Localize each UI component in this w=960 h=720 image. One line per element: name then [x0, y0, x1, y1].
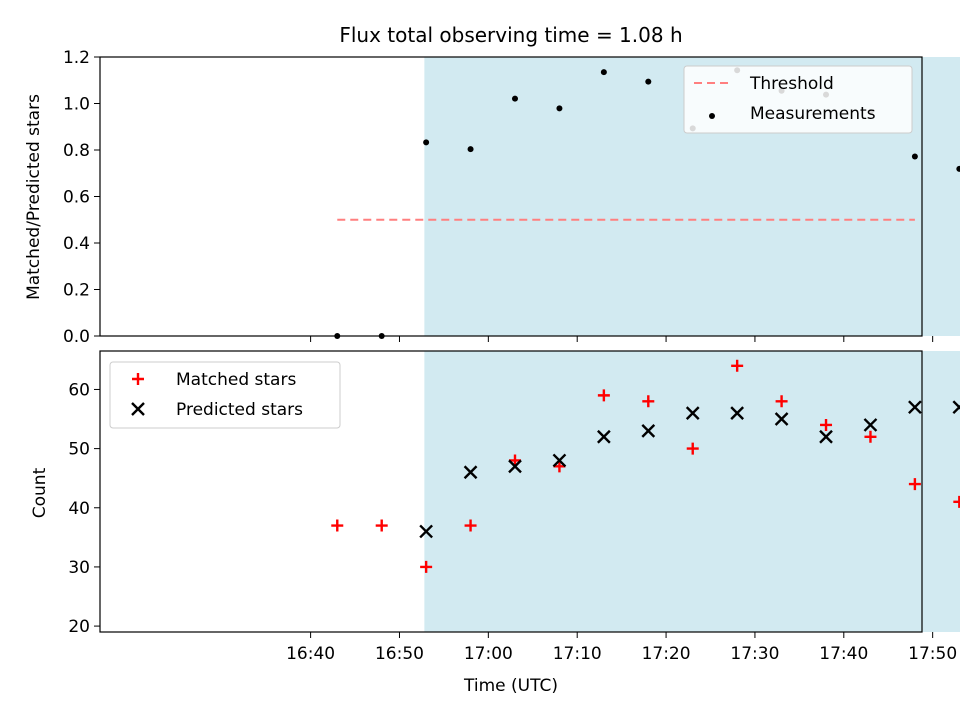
predicted-stars-point [685, 406, 700, 420]
y-tick-label: 0.4 [63, 234, 90, 254]
y-tick-label: 40 [68, 499, 90, 519]
legend-label: Matched stars [176, 370, 296, 390]
y-tick-label: 0.6 [63, 188, 90, 208]
matched-stars-point [420, 560, 433, 573]
bottom-panel: 20 30 40 50 60 16:40 16:50 17:00 17:10 17:20 17:30… [68, 350, 960, 664]
y-tick-label: 60 [68, 380, 90, 400]
predicted-stars-point [730, 406, 745, 420]
matched-stars-point [597, 389, 610, 402]
predicted-stars-point [641, 424, 656, 438]
matched-stars-point [908, 478, 921, 491]
predicted-stars-point [952, 400, 960, 415]
y-tick-label: 0.8 [63, 141, 90, 161]
observing-window-span [424, 351, 960, 632]
predicted-stars-point [508, 459, 522, 474]
matched-stars-point [642, 395, 655, 408]
plot-frame [99, 350, 923, 633]
matched-stars-point [331, 519, 344, 532]
predicted-stars-point [774, 412, 789, 426]
chart-title: Flux total observing time = 1.08 h [339, 23, 682, 47]
predicted-stars-point [419, 524, 433, 539]
predicted-stars-point [908, 400, 922, 415]
matched-stars-point [508, 454, 521, 467]
matched-stars-point [464, 519, 477, 532]
top-panel: 0.0 0.2 0.4 0.6 0.8 1.0 1.2 Threshold Measuremen… [63, 48, 960, 347]
predicted-stars-point [552, 453, 567, 468]
matched-stars-point [953, 495, 960, 508]
x-tick-label: 17:40 [819, 644, 868, 664]
legend-predicted-swatch [131, 402, 145, 416]
matched-stars-point [686, 442, 699, 455]
top-y-axis-label: Matched/Predicted stars [24, 94, 44, 300]
x-axis-label: Time (UTC) [463, 676, 558, 696]
predicted-stars-point [819, 429, 833, 444]
legend-label: Measurements [750, 104, 876, 124]
measurement-point [467, 146, 474, 153]
y-tick-label: 1.2 [63, 48, 90, 68]
predicted-stars-point [597, 429, 611, 444]
measurement-point [911, 153, 918, 160]
bottom-y-axis-label: Count [30, 467, 50, 518]
matched-stars-point [864, 430, 877, 443]
y-tick-label: 20 [68, 617, 90, 637]
measurement-point [600, 69, 607, 76]
measurement-point [645, 78, 652, 85]
legend-box [683, 65, 913, 134]
legend-label: Threshold [749, 74, 834, 94]
x-tick-label: 17:00 [464, 644, 513, 664]
y-tick-label: 0.0 [63, 327, 90, 347]
y-tick-label: 30 [68, 558, 90, 578]
measurement-point [511, 95, 518, 102]
measurement-point [423, 139, 430, 146]
measurement-point [556, 105, 563, 112]
plot-frame [99, 56, 923, 337]
y-tick-label: 50 [68, 440, 90, 460]
legend-box [109, 361, 341, 429]
predicted-stars-point [463, 465, 478, 480]
legend-matched-swatch [132, 373, 144, 385]
matched-stars-point [375, 519, 388, 532]
y-tick-label: 0.2 [63, 281, 90, 301]
x-tick-label: 17:10 [553, 644, 602, 664]
x-tick-label: 17:30 [730, 644, 779, 664]
measurement-point [956, 165, 960, 172]
y-tick-label: 1.0 [63, 95, 90, 115]
x-tick-label: 16:40 [286, 644, 335, 664]
legend-label: Predicted stars [176, 400, 303, 420]
legend-measurement-swatch [709, 113, 715, 119]
matched-stars-point [731, 359, 744, 372]
predicted-stars-point [863, 418, 878, 432]
x-tick-label: 17:20 [642, 644, 691, 664]
matched-stars-point [775, 395, 788, 408]
x-tick-label: 16:50 [375, 644, 424, 664]
matched-stars-point [820, 418, 833, 431]
x-tick-label: 17:50 [908, 644, 957, 664]
matched-stars-point [553, 460, 566, 473]
